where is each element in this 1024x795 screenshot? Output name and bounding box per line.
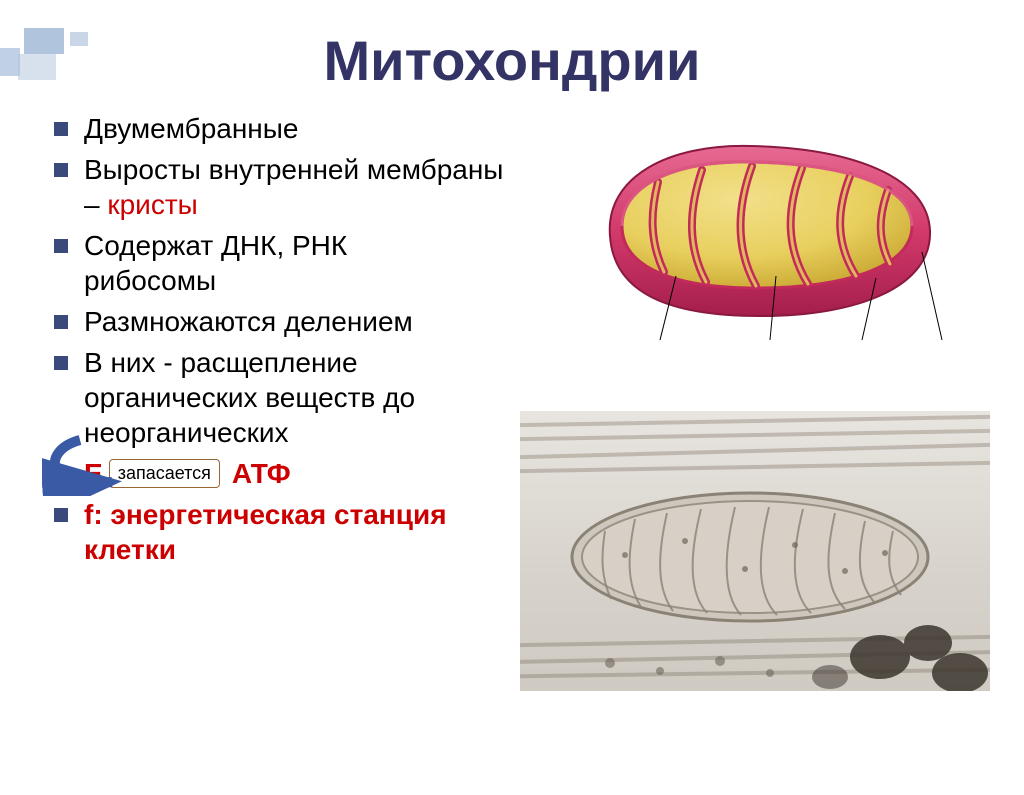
em-granules — [520, 411, 990, 691]
electron-micrograph — [520, 411, 990, 691]
bullet-list: Двумембранные Выросты внутренней мембран… — [50, 111, 520, 567]
bullet-3b: рибосомы — [84, 265, 216, 296]
figure-panel: Криста Матрикс Внутренняя мембрана Внешн… — [520, 111, 994, 573]
bullet-4: Размножаются делением — [50, 304, 520, 339]
bullet-2: Выросты внутренней мембраны – кристы — [50, 152, 520, 222]
bullet-7-text: f: энергетическая станция клетки — [84, 499, 447, 565]
bullet-2-highlight: кристы — [107, 189, 197, 220]
bullet-panel: Двумембранные Выросты внутренней мембран… — [50, 111, 520, 573]
bullet-6: Е запасается АТФ — [50, 456, 520, 491]
bullet-6-atp: АТФ — [232, 456, 291, 491]
content-row: Двумембранные Выросты внутренней мембран… — [0, 111, 1024, 573]
mitochondrion-diagram: Криста Матрикс Внутренняя мембрана Внешн… — [520, 121, 980, 391]
curved-arrow-icon — [42, 434, 132, 504]
bullet-3a: Содержат ДНК, РНК — [84, 230, 347, 261]
bullet-1: Двумембранные — [50, 111, 520, 146]
bullet-7: f: энергетическая станция клетки — [50, 497, 520, 567]
page-title: Митохондрии — [0, 28, 1024, 93]
bullet-3: Содержат ДНК, РНК рибосомы — [50, 228, 520, 298]
mitochondrion-svg — [550, 126, 970, 356]
